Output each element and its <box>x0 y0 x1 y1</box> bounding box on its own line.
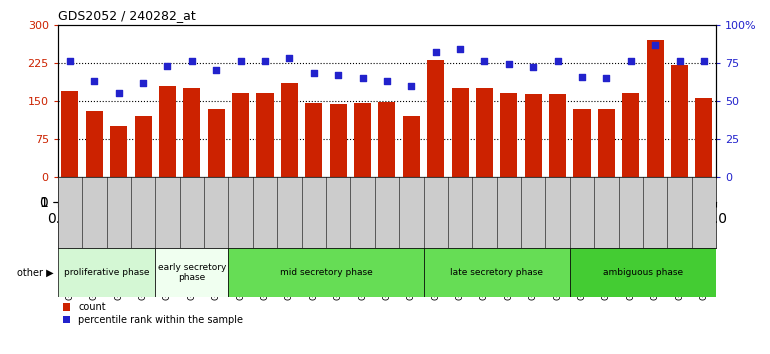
Point <box>673 58 685 64</box>
Bar <box>671 65 688 177</box>
Bar <box>85 111 103 177</box>
Text: mid secretory phase: mid secretory phase <box>280 268 373 277</box>
Bar <box>622 93 639 177</box>
Point <box>527 64 539 70</box>
Point <box>186 58 198 64</box>
Bar <box>427 60 444 177</box>
Point <box>649 42 661 47</box>
Point <box>137 80 149 85</box>
Bar <box>183 88 200 177</box>
Bar <box>156 248 229 297</box>
Point <box>88 78 100 84</box>
Bar <box>281 83 298 177</box>
Bar <box>135 116 152 177</box>
Point <box>551 58 564 64</box>
Point <box>601 75 613 81</box>
Point <box>112 90 125 96</box>
Point <box>283 56 296 61</box>
Point <box>698 58 710 64</box>
Bar <box>570 248 716 297</box>
Bar <box>403 116 420 177</box>
Text: proliferative phase: proliferative phase <box>64 268 149 277</box>
Bar <box>354 103 371 177</box>
Bar <box>598 108 615 177</box>
Text: late secretory phase: late secretory phase <box>450 268 543 277</box>
Point <box>478 58 490 64</box>
Text: GDS2052 / 240282_at: GDS2052 / 240282_at <box>58 9 196 22</box>
Bar <box>62 91 79 177</box>
Bar <box>476 88 493 177</box>
Text: early secretory
phase: early secretory phase <box>158 263 226 282</box>
Bar <box>330 104 346 177</box>
Point <box>234 58 246 64</box>
Point <box>405 83 417 88</box>
Point <box>576 74 588 79</box>
Bar <box>110 126 127 177</box>
Point <box>332 72 344 78</box>
Point <box>64 58 76 64</box>
Bar <box>378 102 396 177</box>
Bar <box>159 86 176 177</box>
Bar <box>451 88 469 177</box>
Point <box>430 49 442 55</box>
Text: ambiguous phase: ambiguous phase <box>603 268 683 277</box>
Point <box>210 68 223 73</box>
Legend: count, percentile rank within the sample: count, percentile rank within the sample <box>62 302 243 325</box>
Bar <box>424 248 570 297</box>
Point <box>307 71 320 76</box>
Bar <box>229 248 424 297</box>
Text: other ▶: other ▶ <box>17 268 54 278</box>
Bar <box>256 93 273 177</box>
Point <box>357 75 369 81</box>
Bar <box>232 93 249 177</box>
Point <box>161 63 173 69</box>
Point <box>259 58 271 64</box>
Bar <box>549 94 566 177</box>
Point <box>380 78 393 84</box>
Point <box>454 46 466 52</box>
Bar <box>58 248 156 297</box>
Bar <box>524 94 542 177</box>
Bar <box>647 40 664 177</box>
Bar <box>305 103 323 177</box>
Bar <box>208 108 225 177</box>
Point <box>624 58 637 64</box>
Bar <box>574 108 591 177</box>
Bar <box>695 98 712 177</box>
Point <box>503 62 515 67</box>
Bar <box>500 93 517 177</box>
